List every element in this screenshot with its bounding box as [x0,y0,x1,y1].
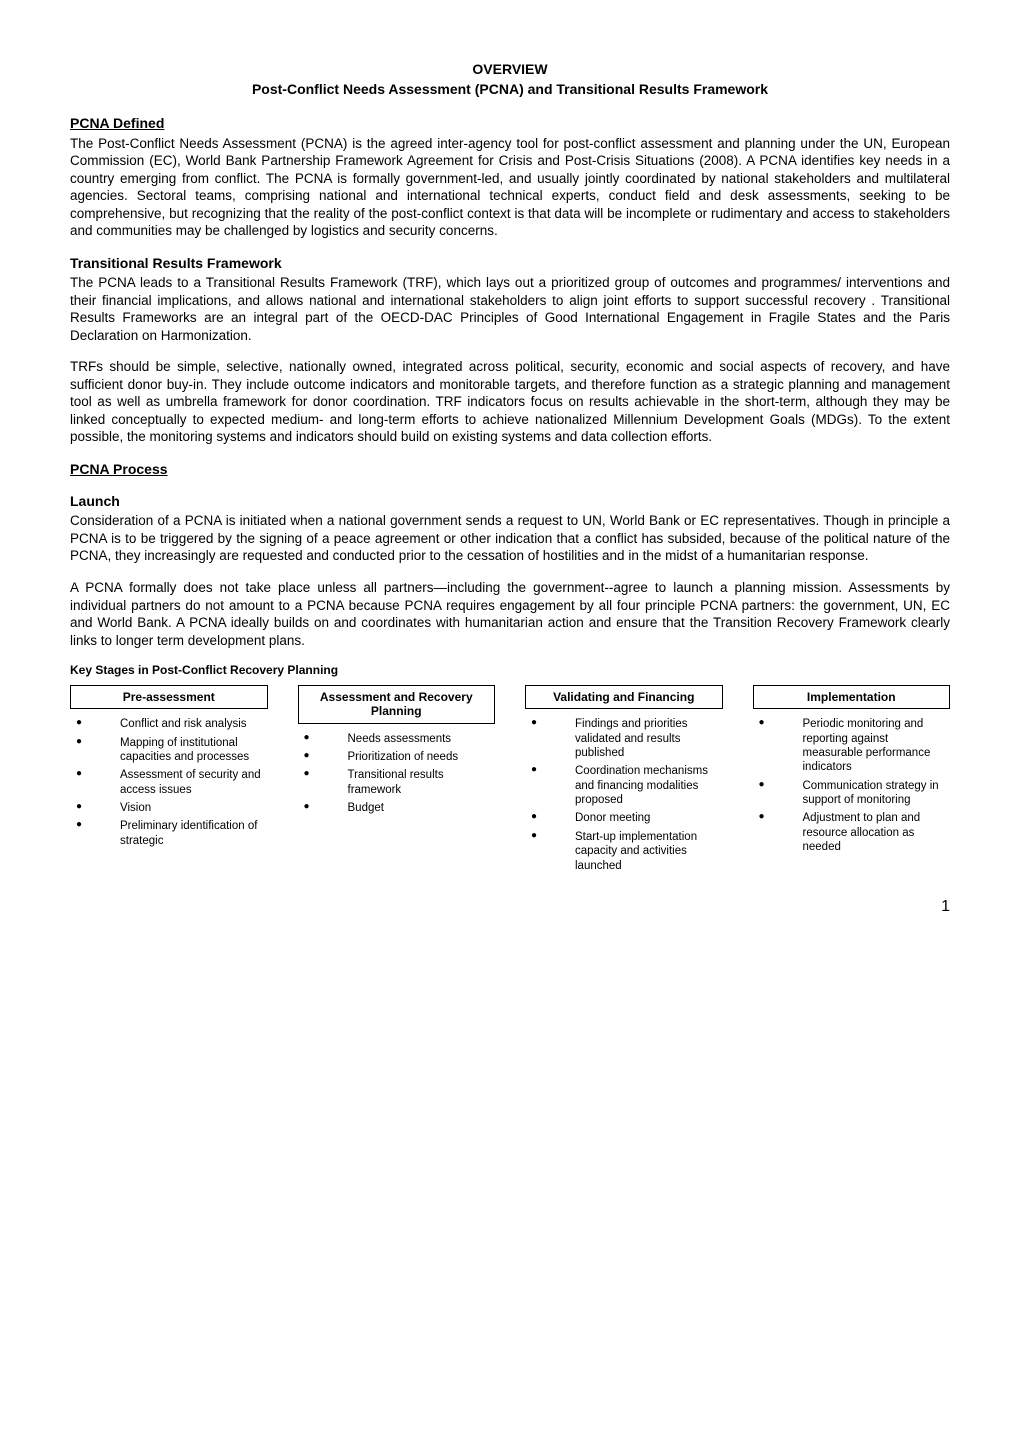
stage-assessment-planning: Assessment and Recovery Planning Needs a… [298,685,496,877]
stage-pre-assessment: Pre-assessment Conflict and risk analysi… [70,685,268,877]
list-item: Budget [298,801,496,815]
list-item: Adjustment to plan and resource allocati… [753,811,951,854]
heading-pcna-process: PCNA Process [70,460,950,478]
list-item: Needs assessments [298,732,496,746]
paragraph: TRFs should be simple, selective, nation… [70,358,950,446]
stages-row: Pre-assessment Conflict and risk analysi… [70,685,950,877]
paragraph: The PCNA leads to a Transitional Results… [70,274,950,344]
paragraph: A PCNA formally does not take place unle… [70,579,950,649]
list-item: Coordination mechanisms and financing mo… [525,764,723,807]
list-item: Mapping of institutional capacities and … [70,736,268,765]
list-item: Vision [70,801,268,815]
stage-list: Needs assessments Prioritization of need… [298,732,496,820]
document-subtitle: Post-Conflict Needs Assessment (PCNA) an… [70,80,950,98]
stage-header: Assessment and Recovery Planning [298,685,496,724]
page-number: 1 [70,897,950,918]
stages-title: Key Stages in Post-Conflict Recovery Pla… [70,663,950,679]
heading-launch: Launch [70,492,950,510]
document-title: OVERVIEW [70,60,950,78]
stage-list: Findings and priorities validated and re… [525,717,723,877]
list-item: Donor meeting [525,811,723,825]
list-item: Preliminary identification of strategic [70,819,268,848]
section-trf: Transitional Results Framework The PCNA … [70,254,950,446]
section-pcna-process: PCNA Process [70,460,950,478]
stage-implementation: Implementation Periodic monitoring and r… [753,685,951,877]
paragraph: Consideration of a PCNA is initiated whe… [70,512,950,565]
stage-header: Implementation [753,685,951,709]
list-item: Communication strategy in support of mon… [753,779,951,808]
list-item: Periodic monitoring and reporting agains… [753,717,951,775]
list-item: Start-up implementation capacity and act… [525,830,723,873]
list-item: Conflict and risk analysis [70,717,268,731]
stage-header: Pre-assessment [70,685,268,709]
stage-header: Validating and Financing [525,685,723,709]
stage-list: Conflict and risk analysis Mapping of in… [70,717,268,852]
stage-list: Periodic monitoring and reporting agains… [753,717,951,858]
heading-trf: Transitional Results Framework [70,254,950,272]
paragraph: The Post-Conflict Needs Assessment (PCNA… [70,135,950,240]
stage-validating-financing: Validating and Financing Findings and pr… [525,685,723,877]
list-item: Transitional results framework [298,768,496,797]
list-item: Prioritization of needs [298,750,496,764]
list-item: Findings and priorities validated and re… [525,717,723,760]
section-launch: Launch Consideration of a PCNA is initia… [70,492,950,649]
heading-pcna-defined: PCNA Defined [70,114,950,132]
list-item: Assessment of security and access issues [70,768,268,797]
section-pcna-defined: PCNA Defined The Post-Conflict Needs Ass… [70,114,950,239]
